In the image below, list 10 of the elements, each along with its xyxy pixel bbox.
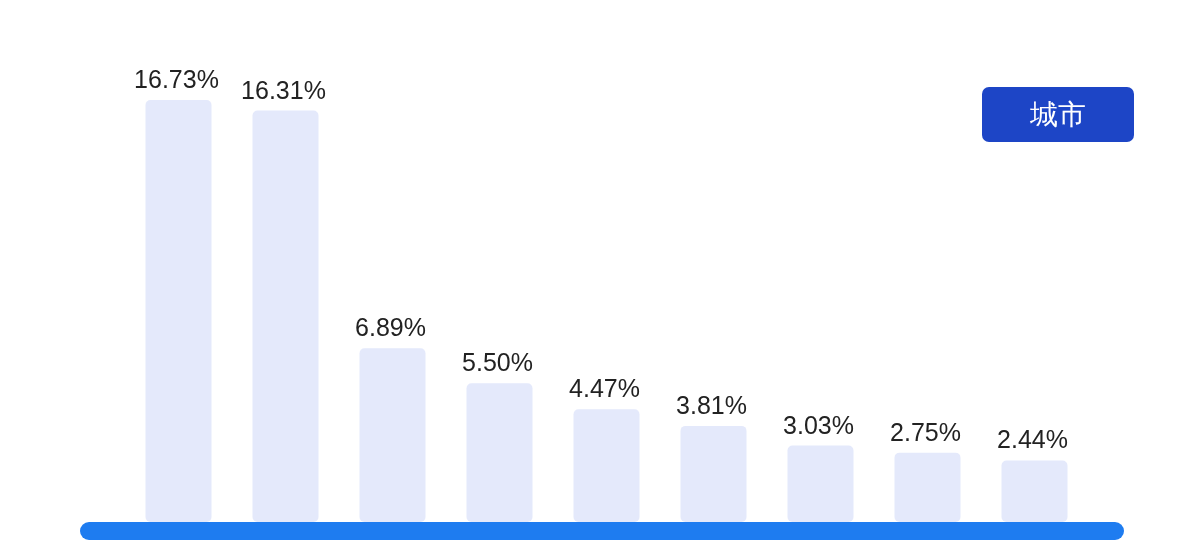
data-label: 4.47% xyxy=(569,374,640,403)
data-label: 5.50% xyxy=(462,348,533,377)
data-label: 16.73% xyxy=(134,65,219,93)
chart-title: 城市 xyxy=(1029,99,1086,130)
data-label: 3.03% xyxy=(783,410,854,439)
data-label: 2.75% xyxy=(890,417,961,446)
data-label: 2.44% xyxy=(997,425,1068,454)
data-label: 6.89% xyxy=(355,313,426,342)
data-label: 3.81% xyxy=(676,390,747,419)
data-label: 16.31% xyxy=(241,75,326,104)
